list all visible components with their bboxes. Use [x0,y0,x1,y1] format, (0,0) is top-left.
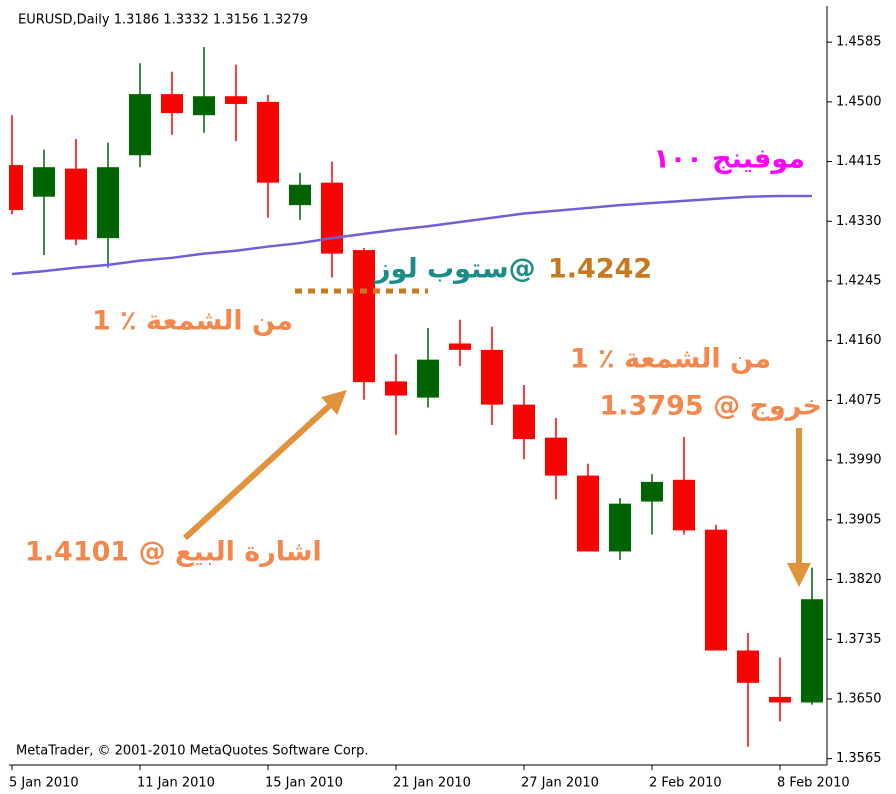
candle-body [705,529,727,651]
x-tick-label: 11 Jan 2010 [137,776,215,791]
candle-body [353,250,375,383]
candle-body [225,96,247,104]
y-tick-label: 1.3565 [836,751,882,766]
x-tick-label: 15 Jan 2010 [265,776,343,791]
x-tick-label: 5 Jan 2010 [9,776,79,791]
candle-body [801,599,823,703]
y-tick-label: 1.3820 [836,572,882,587]
candle-body [513,404,535,440]
annotation: 1 ٪ من الشمعة [92,306,293,337]
candle-body [193,96,215,116]
plot-area [9,47,823,747]
candle-body [545,437,567,476]
candle-body [449,343,471,350]
candle-body [321,182,343,254]
x-tick-label: 8 Feb 2010 [777,776,850,791]
y-tick-label: 1.3905 [836,512,882,527]
footer: MetaTrader, © 2001-2010 MetaQuotes Softw… [16,744,369,759]
annotation: اشارة البيع @ 1.4101 [25,537,322,568]
candle-body [577,475,599,552]
candle-body [289,184,311,206]
x-tick-label: 2 Feb 2010 [649,776,722,791]
y-tick-label: 1.4075 [836,393,882,408]
candle-body [609,503,631,552]
candle-body [97,167,119,239]
y-tick-label: 1.3990 [836,453,882,468]
candle-body [385,381,407,396]
candle-body [9,165,23,211]
candle-body [481,349,503,405]
candle-body [33,167,55,197]
candle-body [737,650,759,683]
y-tick-label: 1.4160 [836,333,882,348]
annotation: موفينج ١٠٠ [653,144,805,175]
candle-body [673,479,695,531]
y-tick-label: 1.4585 [836,35,882,50]
candle-body [417,359,439,398]
chart-title: EURUSD,Daily 1.3186 1.3332 1.3156 1.3279 [18,13,308,28]
candle-body [129,94,151,156]
annotation: ستوب لوز@ [373,254,536,285]
candle-body [161,94,183,114]
candle-body [769,696,791,703]
y-tick-label: 1.3735 [836,632,882,647]
x-tick-label: 21 Jan 2010 [393,776,471,791]
candle-body [641,481,663,502]
y-tick-label: 1.4415 [836,154,882,169]
candle-body [65,168,87,240]
x-tick-label: 27 Jan 2010 [521,776,599,791]
candle-body [257,101,279,183]
y-tick-label: 1.4500 [836,94,882,109]
annotation: خروج @ 1.3795 [600,391,823,422]
y-tick-label: 1.3650 [836,691,882,706]
annotation: 1 ٪ من الشمعة [570,344,771,375]
y-tick-label: 1.4245 [836,273,882,288]
sell-arrow [182,389,347,541]
annotation: 1.4242 [548,254,652,285]
moving-average [11,194,812,276]
y-tick-label: 1.4330 [836,214,882,229]
